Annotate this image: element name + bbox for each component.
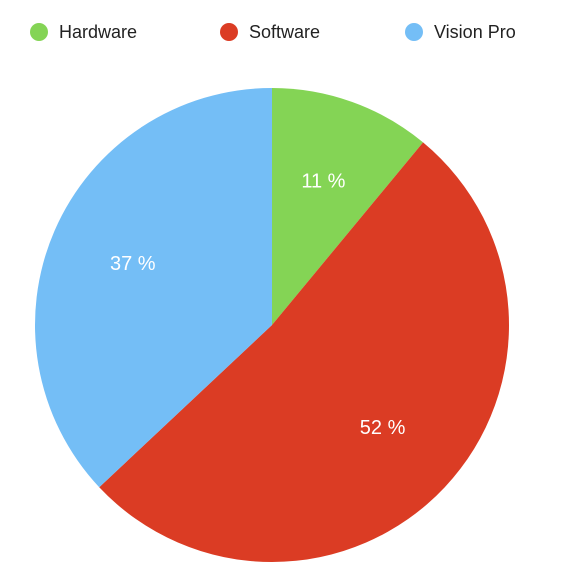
pie-slice-label-hardware: 11 %	[301, 171, 345, 193]
legend-label-software: Software	[249, 22, 321, 42]
legend-swatch-software	[220, 23, 238, 41]
legend-item-software[interactable]: Software	[220, 20, 320, 44]
chart-legend: Hardware Software Vision Pro	[30, 20, 560, 44]
legend-label-hardware: Hardware	[59, 22, 138, 42]
pie-slice-label-software: 52 %	[360, 417, 406, 439]
legend-swatch-vision-pro	[405, 23, 423, 41]
legend-swatch-hardware	[30, 23, 48, 41]
legend-item-vision-pro[interactable]: Vision Pro	[405, 20, 516, 44]
legend-item-hardware[interactable]: Hardware	[30, 20, 137, 44]
pie-slices	[35, 88, 510, 563]
pie-slice-hardware[interactable]	[272, 88, 424, 325]
pie-slice-label-vision-pro: 37 %	[110, 253, 156, 275]
pie-slice-vision-pro[interactable]	[35, 88, 273, 488]
pie-slice-software[interactable]	[99, 142, 510, 563]
pie-slice-labels: 11 % 52 % 37 %	[110, 171, 406, 440]
legend-label-vision-pro: Vision Pro	[434, 22, 516, 42]
